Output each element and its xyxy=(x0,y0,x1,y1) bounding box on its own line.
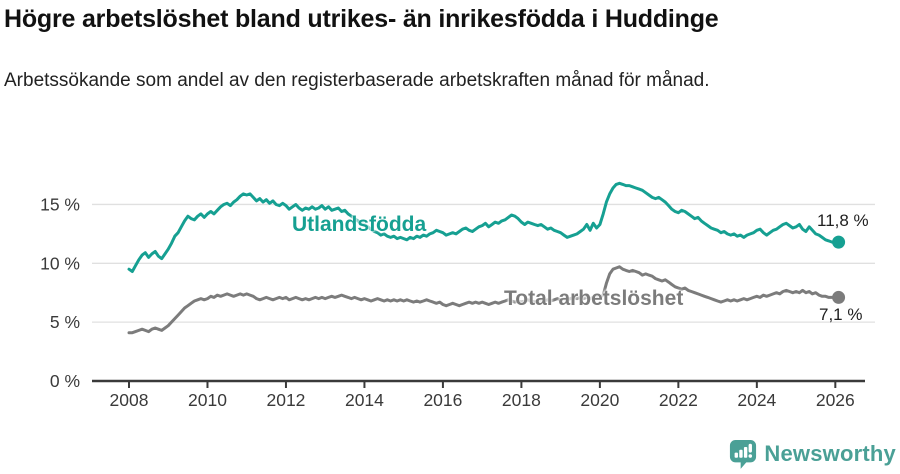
x-axis-tick-label: 2020 xyxy=(580,390,619,410)
y-axis-tick-label: 0 % xyxy=(50,371,80,391)
x-axis-tick-label: 2022 xyxy=(659,390,698,410)
newsworthy-logo: Newsworthy xyxy=(729,438,896,470)
series-label-utlandsfodda: Utlandsfödda xyxy=(292,213,427,236)
series-line-0 xyxy=(127,181,841,273)
chart-title: Högre arbetslöshet bland utrikes- än inr… xyxy=(4,5,719,33)
x-axis-tick-label: 2016 xyxy=(423,390,462,410)
end-value-label-utlandsfodda: 11,8 % xyxy=(817,211,869,230)
y-axis-tick-label: 10 % xyxy=(40,253,80,273)
x-axis-tick-label: 2010 xyxy=(188,390,227,410)
x-axis-tick-label: 2008 xyxy=(110,390,149,410)
series-end-dot-0 xyxy=(832,235,846,249)
y-axis-tick-label: 15 % xyxy=(40,194,80,214)
x-axis-tick-label: 2018 xyxy=(502,390,541,410)
y-axis-tick-label: 5 % xyxy=(50,312,80,332)
x-axis-tick-label: 2026 xyxy=(816,390,855,410)
newsworthy-brand-text: Newsworthy xyxy=(764,441,896,466)
x-axis-tick-label: 2014 xyxy=(345,390,384,410)
series-label-total-arbetsloshet: Total arbetslöshet xyxy=(504,287,684,310)
newsworthy-bubble-chart-icon xyxy=(730,440,757,469)
x-axis-tick-label: 2012 xyxy=(266,390,305,410)
series-end-dot-1 xyxy=(832,290,846,304)
series-line-1 xyxy=(127,265,841,335)
chart-subtitle: Arbetssökande som andel av den registerb… xyxy=(4,70,710,91)
x-axis-tick-label: 2024 xyxy=(737,390,776,410)
end-value-label-total-arbetsloshet: 7,1 % xyxy=(819,305,863,324)
